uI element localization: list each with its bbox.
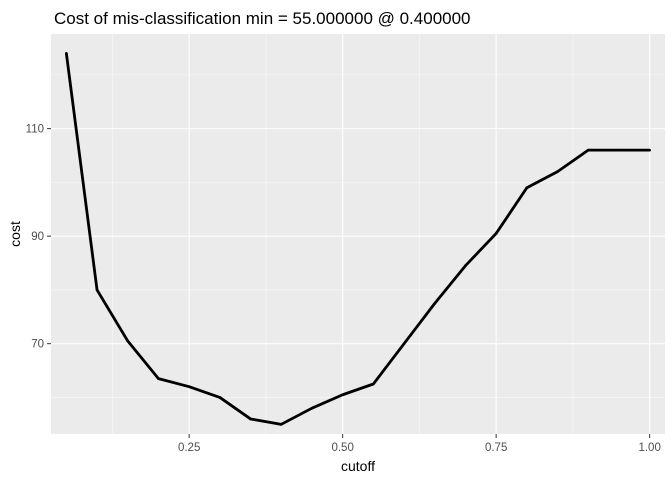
series-line-cost xyxy=(64,53,650,426)
y-tick-label: 70 xyxy=(31,339,44,351)
data-point xyxy=(95,288,99,292)
x-axis-ticks: 0.25 0.50 0.75 1.00 xyxy=(178,434,661,454)
data-point xyxy=(648,148,651,152)
data-point xyxy=(126,339,130,343)
plot-panel xyxy=(51,34,665,434)
x-tick-label: 0.25 xyxy=(178,442,200,454)
data-point xyxy=(433,302,437,305)
data-point xyxy=(494,232,498,235)
series-layer xyxy=(64,52,651,426)
y-tick-label: 110 xyxy=(26,124,44,136)
data-point xyxy=(187,385,191,388)
data-point xyxy=(586,148,590,152)
data-point xyxy=(310,406,314,410)
data-point xyxy=(556,170,559,173)
data-point xyxy=(617,148,621,152)
data-point xyxy=(279,423,283,426)
data-point xyxy=(249,417,252,421)
data-point xyxy=(157,377,160,380)
y-axis-title: cost xyxy=(7,221,23,247)
x-tick-label: 1.00 xyxy=(638,442,660,454)
minor-gridlines xyxy=(51,34,665,434)
data-point xyxy=(402,342,406,345)
x-axis-title: cutoff xyxy=(341,458,375,474)
x-tick-label: 0.75 xyxy=(485,442,507,454)
data-point xyxy=(341,393,344,397)
chart-title: Cost of mis-classification min = 55.0000… xyxy=(54,9,471,28)
data-point xyxy=(464,264,467,268)
x-tick-label: 0.50 xyxy=(331,442,353,454)
y-axis-ticks: 70 90 110 xyxy=(26,124,51,351)
y-tick-label: 90 xyxy=(31,231,44,243)
data-point xyxy=(218,396,222,399)
data-point xyxy=(372,382,375,386)
data-point xyxy=(65,52,68,55)
data-point xyxy=(525,186,529,190)
